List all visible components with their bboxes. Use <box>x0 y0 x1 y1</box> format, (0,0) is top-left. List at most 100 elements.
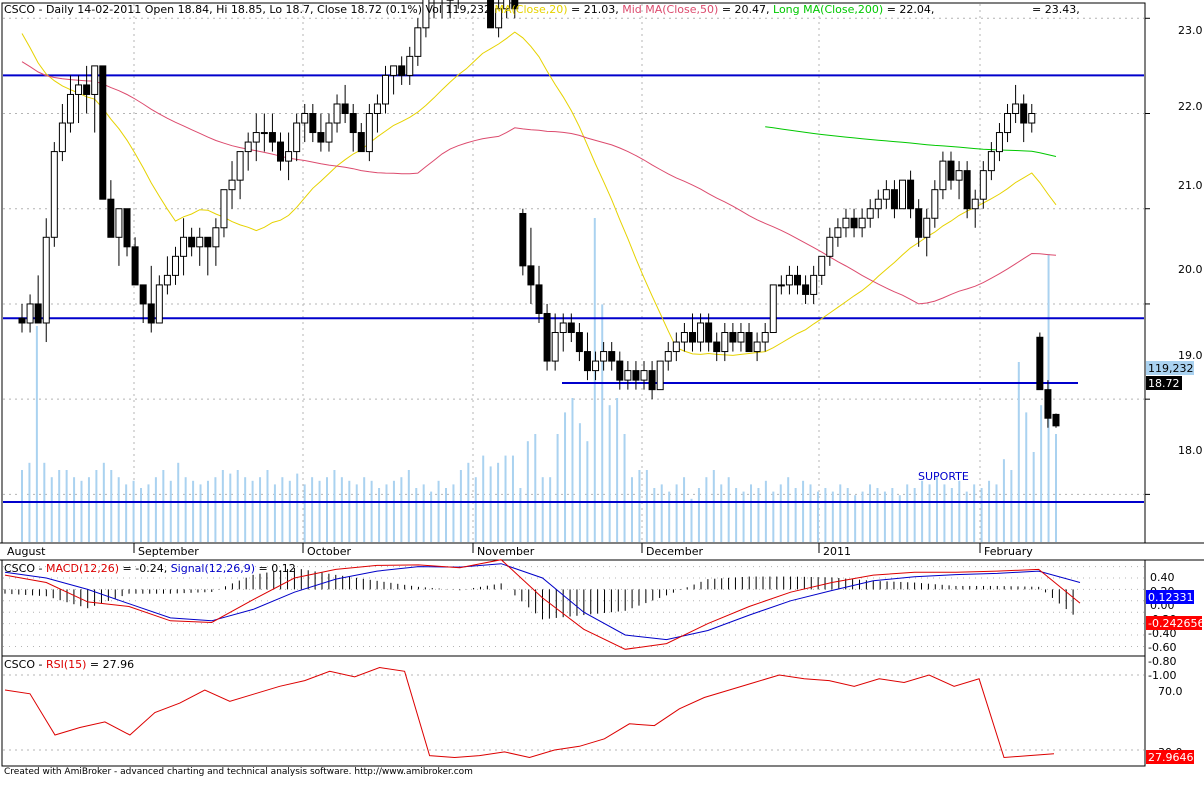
volume-bar <box>21 470 23 542</box>
volume-bar <box>765 481 767 542</box>
volume-bar <box>274 484 276 542</box>
signal-value: = 0.12 <box>259 562 296 575</box>
volume-bar <box>958 481 960 542</box>
volume-bar <box>743 492 745 542</box>
candle-body <box>843 218 849 228</box>
candle-body <box>730 333 736 343</box>
volume-bar <box>810 484 812 542</box>
volume-bar <box>1055 434 1057 542</box>
candle-body <box>883 190 889 200</box>
volume-bar <box>527 441 529 542</box>
volume-bar <box>341 477 343 542</box>
volume-bar <box>683 477 685 542</box>
volume-bar <box>936 477 938 542</box>
volume-bar <box>542 477 544 542</box>
volume-bar <box>995 484 997 542</box>
volume-bar <box>58 470 60 542</box>
candle-body <box>722 333 728 352</box>
candle-body <box>778 285 784 286</box>
candle-body <box>900 180 906 209</box>
candle-body <box>189 237 195 247</box>
volume-bar <box>363 477 365 542</box>
candle-body <box>827 237 833 256</box>
candle-body <box>140 285 146 304</box>
volume-bar <box>133 481 135 542</box>
volume-bar <box>1003 459 1005 542</box>
header-info: CSCO - Daily 14-02-2011 Open 18.84, Hi 1… <box>4 3 491 16</box>
candle-body <box>560 323 566 333</box>
volume-bar <box>921 481 923 542</box>
volume-bar <box>452 484 454 542</box>
volume-bar <box>631 477 633 542</box>
price-tick: 23.0 <box>1178 24 1203 37</box>
candle-body <box>35 304 41 323</box>
volume-bar <box>378 488 380 542</box>
candle-body <box>520 213 526 265</box>
volume-bar <box>817 492 819 542</box>
volume-bar <box>832 492 834 542</box>
candle-body <box>689 333 695 343</box>
candle-body <box>875 199 881 209</box>
volume-bar <box>787 477 789 542</box>
candle-body <box>633 371 639 381</box>
candle-body <box>269 133 275 143</box>
date-label: August <box>7 545 46 558</box>
volume-bar <box>869 484 871 542</box>
support-label: SUPORTE <box>918 470 969 483</box>
candle-body <box>84 85 90 95</box>
rsi-tick: 70.0 <box>1158 685 1183 698</box>
candle-body <box>1005 114 1011 133</box>
volume-bar <box>988 481 990 542</box>
date-axis: August September October November Decemb… <box>7 543 1033 558</box>
volume-bar <box>460 470 462 542</box>
volume-bar <box>118 477 120 542</box>
volume-bar <box>296 474 298 542</box>
candle-body <box>197 237 203 247</box>
candle-body <box>164 275 170 285</box>
candle-body <box>358 133 364 152</box>
volume-bar <box>289 481 291 542</box>
volume-bar <box>207 481 209 542</box>
volume-bar <box>750 484 752 542</box>
volume-bar <box>445 488 447 542</box>
candle-body <box>908 180 914 209</box>
candle-body <box>415 28 421 57</box>
volume-bar <box>891 488 893 542</box>
volume-bar <box>512 456 514 542</box>
volume-bar <box>259 477 261 542</box>
candle-body <box>318 133 324 143</box>
candle-body <box>948 161 954 180</box>
candle-body <box>294 123 300 152</box>
candle-body <box>245 142 251 152</box>
candle-body <box>803 285 809 295</box>
header-extra-value: = 23.43, <box>1032 3 1080 16</box>
volume-bar <box>147 484 149 542</box>
volume-bar <box>244 477 246 542</box>
volume-bar <box>728 477 730 542</box>
volume-bar <box>393 481 395 542</box>
volume-bar <box>757 488 759 542</box>
date-label: December <box>646 545 704 558</box>
macd-title-prefix: CSCO - <box>4 562 42 575</box>
volume-bar <box>966 492 968 542</box>
volume-bar <box>564 412 566 542</box>
macd-tick: 0.40 <box>1150 571 1175 584</box>
candle-body <box>350 114 356 133</box>
candle-body <box>706 323 712 342</box>
volume-bar <box>705 477 707 542</box>
candle-body <box>181 237 187 256</box>
volume-bar <box>668 492 670 542</box>
rsi-badge-text: 27.9646 <box>1148 751 1194 764</box>
candle-body <box>391 66 397 76</box>
volume-bar <box>839 484 841 542</box>
volume-bar <box>185 477 187 542</box>
candle-body <box>156 285 162 323</box>
volume-bar <box>162 470 164 542</box>
price-tick: 19.0 <box>1178 349 1203 362</box>
candle-body <box>528 266 534 285</box>
date-label: September <box>138 545 199 558</box>
volume-bar <box>653 488 655 542</box>
price-tick: 22.0 <box>1178 100 1203 113</box>
price-tick: 21.0 <box>1178 179 1203 192</box>
